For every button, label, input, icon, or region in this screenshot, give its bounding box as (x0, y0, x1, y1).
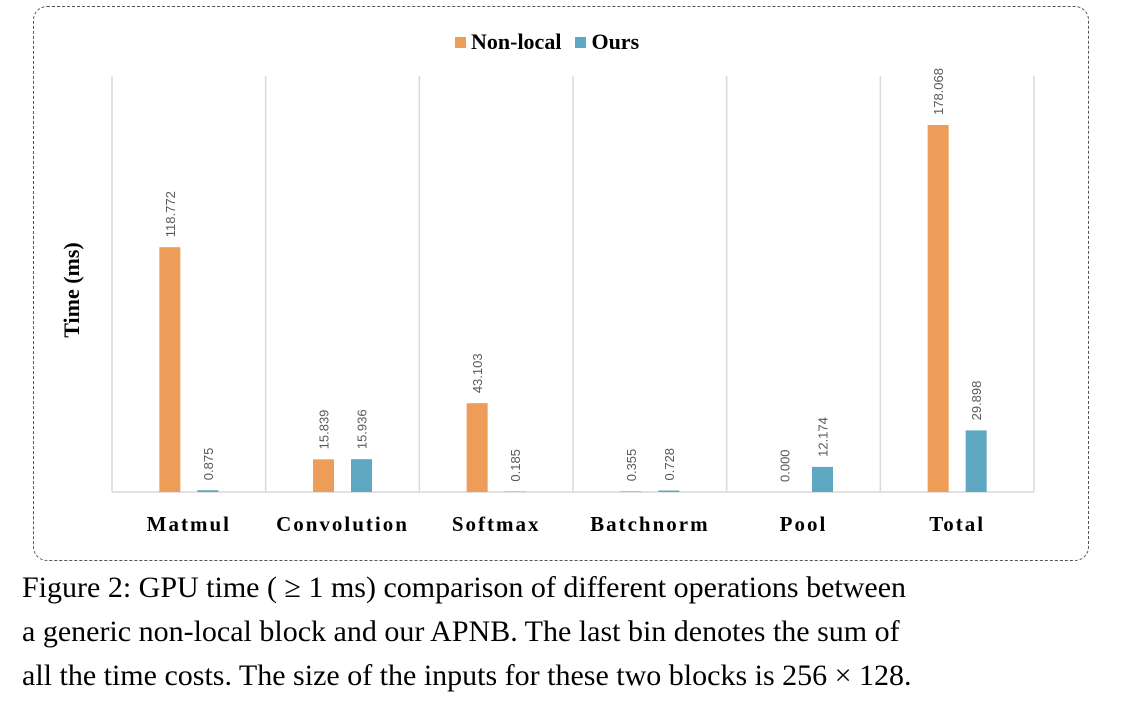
figure-caption: Figure 2: GPU time ( ≥ 1 ms) comparison … (22, 566, 1114, 698)
data-label: 0.355 (624, 449, 639, 482)
legend-label-non-local: Non-local (471, 29, 562, 54)
bar-ours-matmul (197, 490, 219, 492)
bar-ours-convolution (351, 459, 372, 492)
category-label: Convolution (276, 512, 409, 536)
category-label: Pool (780, 512, 828, 536)
caption-line-2: a generic non-local block and our APNB. … (22, 615, 900, 648)
data-label: 0.000 (778, 449, 793, 482)
data-label: 0.875 (201, 448, 216, 481)
data-label: 43.103 (470, 353, 485, 393)
data-label: 178.068 (931, 68, 946, 115)
legend: Non-local Ours (455, 29, 653, 55)
data-label: 118.772 (163, 191, 178, 237)
bar-ours-total (965, 430, 987, 492)
legend-item-non-local: Non-local (455, 29, 561, 55)
category-label: Softmax (452, 512, 541, 536)
bar-non-local-batchnorm (620, 491, 642, 492)
bar-non-local-convolution (313, 459, 334, 492)
category-label: Total (929, 512, 985, 536)
category-label: Batchnorm (590, 512, 710, 536)
caption-line-3: all the time costs. The size of the inpu… (22, 659, 912, 692)
caption-line-1: Figure 2: GPU time ( ≥ 1 ms) comparison … (22, 571, 907, 604)
legend-label-ours: Ours (591, 29, 640, 54)
legend-item-ours: Ours (575, 29, 639, 55)
data-label: 15.936 (355, 409, 370, 449)
data-label: 12.174 (816, 417, 831, 457)
bar-ours-pool (812, 466, 833, 492)
data-label: 0.728 (662, 448, 677, 481)
category-label: Matmul (147, 512, 231, 536)
legend-swatch-ours (575, 36, 587, 48)
data-label: 0.185 (508, 449, 523, 482)
data-label: 29.898 (969, 381, 984, 421)
figure-frame (33, 6, 1089, 561)
bar-non-local-softmax (466, 403, 488, 492)
bar-ours-batchnorm (658, 490, 680, 492)
legend-swatch-non-local (455, 36, 466, 48)
bar-chart: 118.772 0.875 Matmul 15.839 15.936 Convolutio… (111, 68, 1035, 536)
data-label: 15.839 (317, 410, 332, 450)
bar-non-local-matmul (159, 247, 181, 492)
bar-non-local-total (927, 125, 949, 492)
